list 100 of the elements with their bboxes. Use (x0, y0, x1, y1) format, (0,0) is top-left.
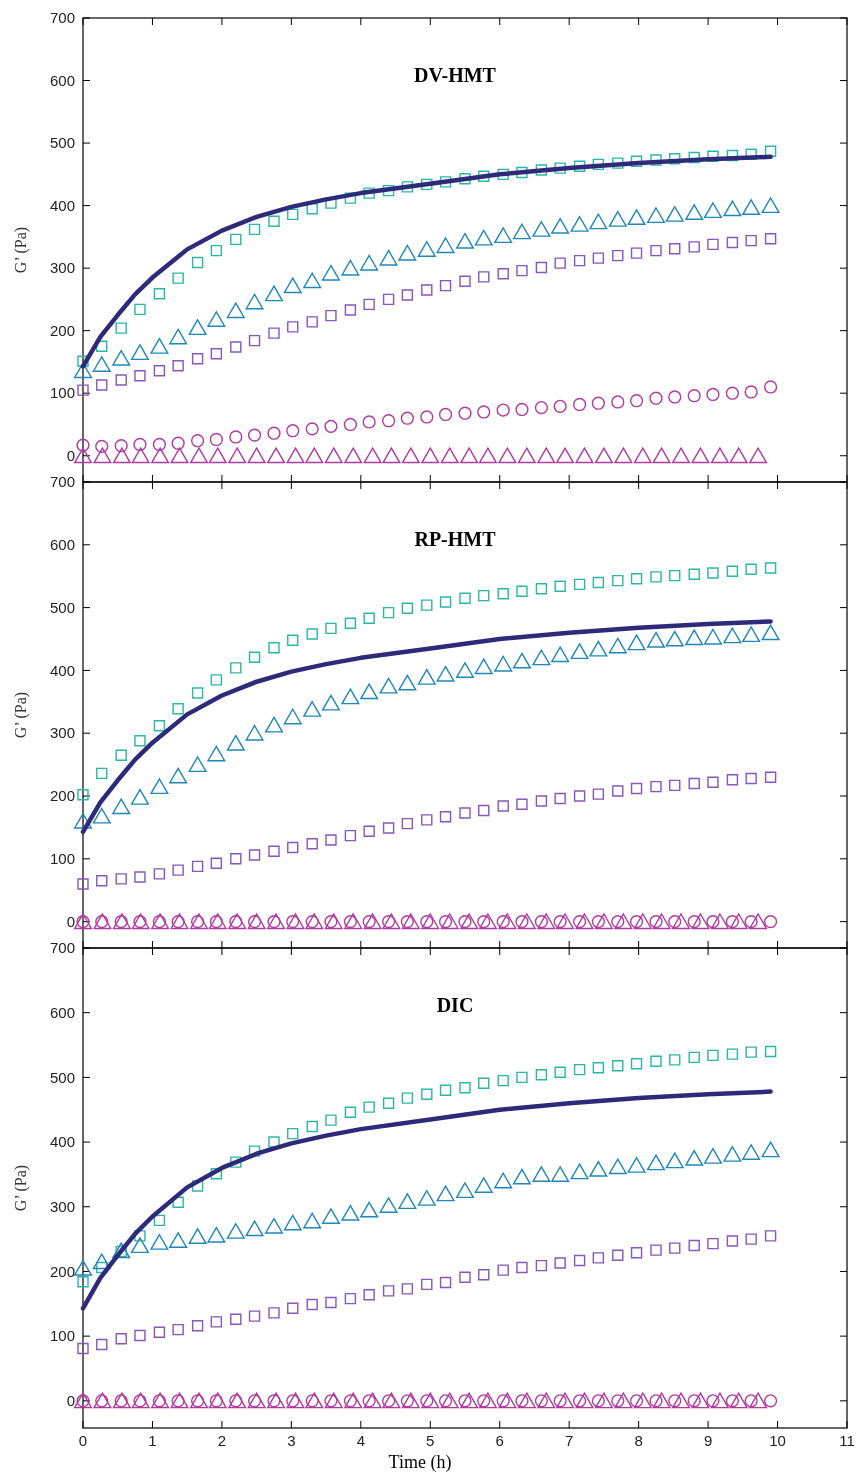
point (589, 640, 608, 657)
point (248, 334, 261, 347)
point (344, 1106, 357, 1119)
point (478, 271, 490, 283)
point (553, 399, 567, 413)
point (763, 1394, 778, 1408)
point (592, 1252, 605, 1264)
point (535, 1259, 548, 1272)
point (691, 1392, 710, 1409)
point (382, 447, 401, 464)
point (477, 405, 491, 419)
point (226, 302, 245, 319)
point (438, 407, 453, 422)
point (303, 272, 322, 289)
point (96, 767, 108, 780)
line-series (80, 619, 773, 835)
point (115, 873, 127, 885)
point (591, 396, 605, 410)
point (572, 1394, 587, 1408)
point (633, 913, 652, 930)
point (363, 187, 375, 199)
y-tick-label: 0 (66, 1392, 75, 1410)
point (668, 390, 682, 404)
y-tick-label: 700 (49, 9, 75, 27)
point (360, 683, 379, 700)
point (494, 227, 513, 244)
point (516, 264, 528, 277)
y-tick-label: 400 (49, 661, 75, 679)
point (440, 447, 459, 464)
point (688, 241, 700, 253)
point (247, 1394, 262, 1408)
point (458, 406, 472, 420)
text: DIC (436, 994, 474, 1016)
point (248, 1310, 261, 1322)
point (267, 426, 281, 440)
point (228, 447, 247, 464)
point (398, 674, 417, 691)
point (188, 319, 207, 336)
point (723, 627, 742, 644)
point (189, 447, 209, 464)
x-tick-label: 5 (426, 1432, 435, 1449)
point (134, 369, 146, 382)
point (169, 328, 188, 345)
point (321, 1208, 340, 1224)
point (417, 241, 436, 257)
point (691, 447, 710, 464)
point (381, 414, 396, 428)
point (230, 341, 242, 353)
point (742, 1144, 761, 1160)
point (455, 232, 475, 249)
y-tick-label: 600 (49, 1003, 75, 1021)
point (478, 589, 490, 602)
point (112, 349, 131, 366)
point (646, 631, 666, 648)
point (459, 1271, 471, 1283)
point (570, 643, 589, 660)
point (306, 1120, 318, 1133)
point (153, 1326, 166, 1338)
y-tick-label: 700 (49, 473, 75, 491)
point (745, 1233, 757, 1245)
point (287, 1127, 299, 1140)
point (96, 379, 108, 391)
point (707, 1237, 719, 1250)
point (685, 1149, 704, 1166)
point (710, 447, 729, 464)
point (439, 279, 452, 292)
point (592, 1061, 605, 1074)
point (208, 447, 227, 464)
point (230, 662, 242, 674)
point (729, 913, 748, 930)
point (245, 1220, 264, 1237)
point (707, 567, 719, 579)
point (575, 1392, 594, 1409)
point (245, 724, 264, 741)
point (401, 181, 414, 193)
point (400, 411, 414, 425)
point (710, 913, 729, 930)
point (555, 913, 575, 930)
point (191, 1180, 204, 1192)
point (152, 437, 167, 452)
point (630, 155, 643, 167)
point (306, 838, 318, 850)
y-axis-title: G’ (Pa) (12, 226, 30, 274)
y-tick-label: 0 (66, 912, 75, 930)
point (341, 259, 360, 276)
point (115, 1333, 127, 1345)
point (572, 915, 587, 929)
point (726, 1235, 739, 1247)
point (247, 447, 266, 464)
point (134, 735, 146, 747)
point (439, 596, 452, 608)
point (325, 309, 337, 322)
point (723, 200, 742, 217)
point (478, 1077, 490, 1089)
point (77, 1276, 89, 1288)
point (555, 447, 575, 464)
point (749, 913, 768, 930)
point (611, 395, 625, 409)
point (401, 817, 414, 830)
x-tick-label: 3 (287, 1432, 296, 1449)
